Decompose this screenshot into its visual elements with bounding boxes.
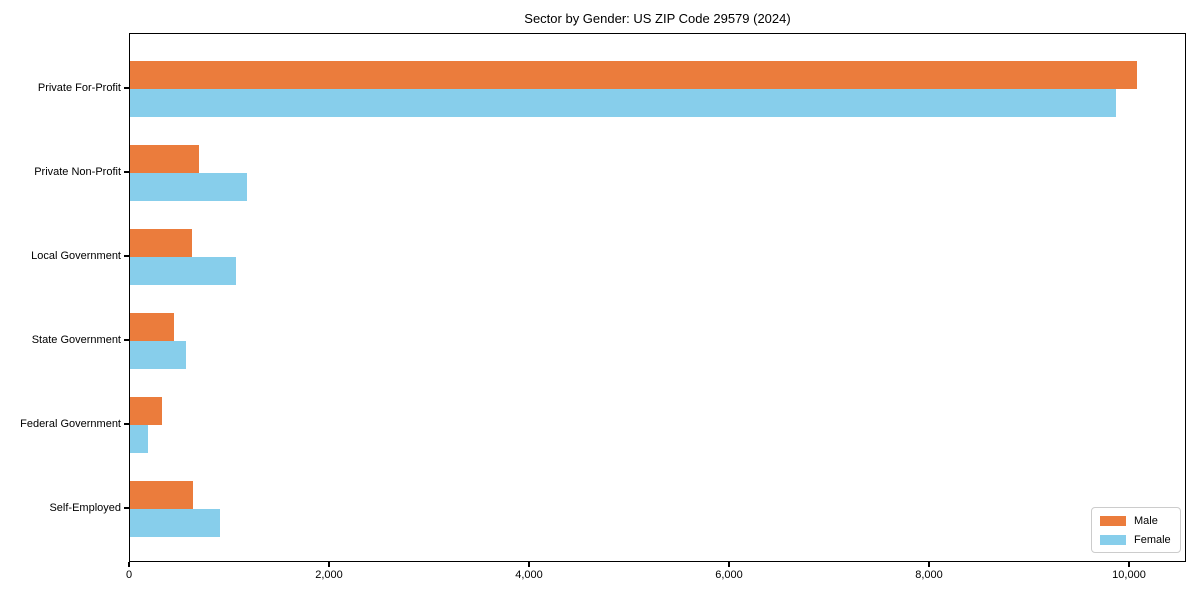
x-tick-mark	[1128, 562, 1130, 567]
y-tick-mark	[124, 339, 129, 341]
x-tick-label: 0	[125, 569, 133, 581]
y-tick-label: Self-Employed	[49, 502, 121, 514]
legend-item-female: Female	[1100, 532, 1171, 547]
x-tick-label: 8,000	[915, 569, 943, 581]
y-tick-label: Local Government	[31, 250, 121, 262]
legend-label: Female	[1134, 533, 1171, 546]
x-tick-label: 6,000	[715, 569, 743, 581]
bar-female-2	[130, 173, 247, 201]
plot-area	[129, 33, 1186, 562]
chart-title: Sector by Gender: US ZIP Code 29579 (202…	[524, 11, 791, 26]
bar-male-3	[130, 229, 192, 257]
y-tick-label: Private Non-Profit	[34, 166, 121, 178]
y-tick-mark	[124, 171, 129, 173]
y-tick-label: State Government	[31, 334, 121, 346]
x-tick-mark	[928, 562, 930, 567]
x-tick-label: 4,000	[515, 569, 543, 581]
x-tick-mark	[728, 562, 730, 567]
x-tick-mark	[328, 562, 330, 567]
legend-label: Male	[1134, 514, 1158, 527]
bar-male-1	[130, 61, 1137, 89]
bar-male-6	[130, 481, 193, 509]
y-tick-mark	[124, 255, 129, 257]
legend-swatch-female-icon	[1100, 534, 1126, 545]
bar-female-1	[130, 89, 1116, 117]
legend-item-male: Male	[1100, 513, 1171, 528]
y-tick-mark	[124, 507, 129, 509]
bar-female-4	[130, 341, 186, 369]
x-tick-mark	[528, 562, 530, 567]
x-tick-label: 2,000	[315, 569, 343, 581]
bar-male-4	[130, 313, 174, 341]
legend: Male Female	[1091, 507, 1181, 553]
x-tick-mark	[128, 562, 130, 567]
bar-female-6	[130, 509, 220, 537]
bar-male-2	[130, 145, 199, 173]
y-tick-label: Private For-Profit	[37, 82, 121, 94]
bar-male-5	[130, 397, 162, 425]
y-tick-label: Federal Government	[20, 418, 121, 430]
bar-female-3	[130, 257, 236, 285]
legend-swatch-male-icon	[1100, 515, 1126, 526]
y-tick-mark	[124, 87, 129, 89]
y-tick-mark	[124, 423, 129, 425]
bar-female-5	[130, 425, 148, 453]
x-tick-label: 10,000	[1112, 569, 1146, 581]
